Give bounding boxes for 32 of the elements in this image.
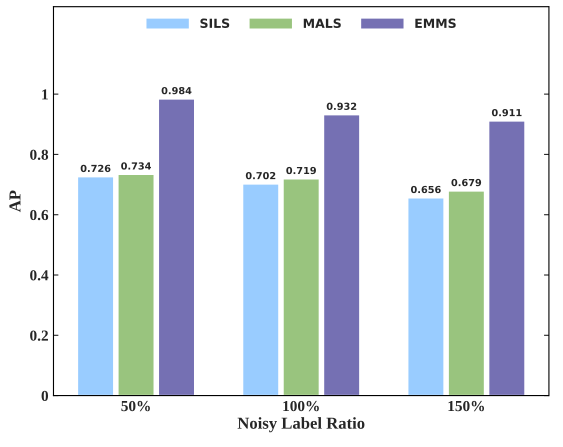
legend-label: EMMS [415,18,456,28]
data-label: 0.702 [246,172,276,180]
y-tick-label: 1 [42,89,48,100]
data-label: 0.911 [492,108,522,116]
x-tick-label: 50% [121,400,150,412]
bar [242,183,280,396]
x-tick-label: 150% [448,400,484,412]
data-label: 0.726 [80,164,110,172]
y-tick-label: 0.8 [30,150,48,160]
bar [447,190,486,396]
legend-label: SILS [200,18,230,28]
bar [322,114,361,396]
y-axis-title: AP [9,190,20,212]
data-label: 0.679 [451,178,482,186]
data-label: 0.734 [121,162,151,170]
y-tick-label: 0.2 [30,330,48,341]
data-label: 0.656 [410,186,441,194]
bar [282,178,320,396]
x-axis-title: Noisy Label Ratio [238,417,364,432]
x-tick-label: 100% [283,400,319,412]
bar [117,174,155,396]
bar [488,120,526,396]
y-tick-label: 0.6 [30,210,48,220]
bar [158,98,196,396]
y-tick-label: 0.4 [30,270,48,281]
bar [76,176,114,396]
data-label: 0.932 [326,102,356,110]
legend-label: MALS [304,18,341,28]
y-tick-label: 0 [42,390,48,402]
data-label: 0.984 [162,86,192,94]
data-label: 0.719 [286,166,316,174]
bar [407,197,445,396]
